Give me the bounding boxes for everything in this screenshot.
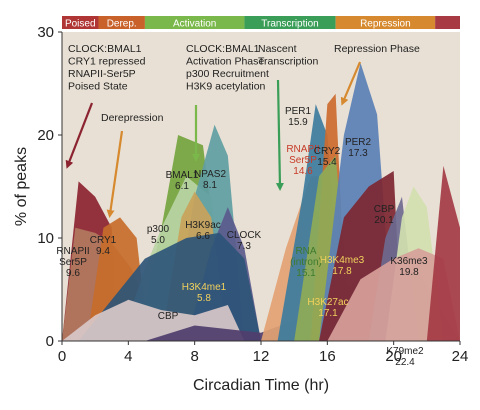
series-label: RNAPII Ser5P 9.6 [56, 246, 89, 279]
series-label: H3K4me3 17.8 [320, 255, 365, 277]
x-tick-label: 8 [190, 348, 198, 365]
series-areas [62, 62, 461, 342]
series-label: H3K9ac 6.6 [185, 220, 221, 242]
series-label: CRY2 15.4 [314, 146, 341, 168]
annotation-arrow [340, 61, 362, 106]
annotation-arrow [65, 102, 94, 169]
phase-bar: Poised Derep. Activation Transcription Repre… [62, 16, 460, 30]
series-label: RNA (intron) 15.1 [290, 246, 322, 279]
series-label: BMAL1 6.1 [166, 170, 199, 192]
series-label: CLOCK 7.3 [227, 230, 262, 252]
x-tick-label: 12 [253, 348, 270, 365]
series-label: CRY1 9.4 [90, 235, 117, 257]
phase-band [62, 16, 99, 29]
y-tick-label: 30 [37, 24, 54, 41]
annotation-text: Derepression [101, 112, 164, 124]
y-tick-label: 0 [46, 333, 54, 350]
x-tick-label: 20 [385, 348, 402, 365]
phase-band [98, 16, 145, 29]
phase-band [244, 16, 336, 29]
x-tick-label: 24 [452, 348, 469, 365]
phase-band [435, 16, 460, 29]
x-axis-title: Circadian Time (hr) [193, 377, 329, 394]
x-tick-label: 0 [58, 348, 66, 365]
series-label: H3K4me1 5.8 [182, 282, 227, 304]
series-label: RNAPII Ser5P 14.6 [286, 144, 319, 177]
y-tick-label: 20 [37, 127, 54, 144]
series-label: CBP 20.1 [374, 204, 395, 226]
series-label: PER1 15.9 [285, 106, 312, 128]
series-label: p300 5.0 [147, 224, 170, 246]
annotations: CLOCK:BMAL1 CRY1 repressed RNAPII-Ser5P Poi… [65, 43, 420, 218]
annotation-arrow [106, 130, 124, 218]
phase-label: Transcription [261, 19, 318, 30]
series-area [62, 299, 460, 341]
phase-band [144, 16, 245, 29]
phase-band [335, 16, 436, 29]
phase-label: Derep. [107, 19, 137, 30]
series-label: NPAS2 8.1 [194, 169, 226, 191]
y-tick-label: 10 [37, 230, 54, 247]
phase-label: Repression [360, 19, 411, 30]
series-area [327, 248, 460, 341]
series-label: K36me3 19.8 [390, 256, 428, 278]
phase-label: Poised [65, 19, 96, 30]
y-axis-title: % of peaks [13, 147, 30, 226]
annotation-text: CLOCK:BMAL1 CRY1 repressed RNAPII-Ser5P Poi… [68, 43, 146, 93]
series-label: PER2 17.3 [345, 137, 372, 159]
series-area [186, 207, 460, 341]
x-tick-label: 16 [319, 348, 336, 365]
annotation-arrow [275, 79, 284, 191]
series-label: H3K27ac 17.1 [307, 297, 348, 319]
series-area [426, 165, 460, 341]
series-label: K79me2 22.4 [386, 346, 424, 368]
annotation-text: Repression Phase [334, 43, 420, 55]
series-label: CBP [158, 311, 179, 322]
axes: 0 4 8 12 16 20 24 0 10 20 30 [37, 24, 468, 365]
annotation-text: Nascent Transcription [258, 43, 318, 68]
annotation-text: CLOCK:BMAL1 Activation Phase p300 Recruitm… [186, 43, 269, 93]
phase-label: Activation [173, 19, 216, 30]
x-tick-label: 4 [124, 348, 132, 365]
